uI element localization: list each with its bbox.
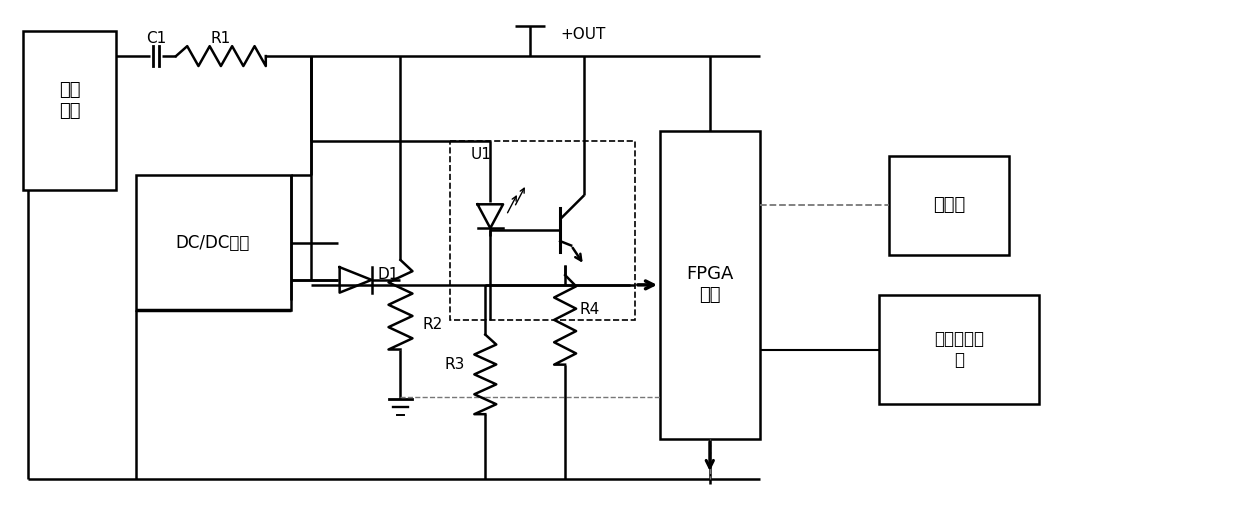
Text: D1: D1 <box>377 267 399 282</box>
Text: R1: R1 <box>211 31 231 46</box>
Text: 蓄电
池组: 蓄电 池组 <box>60 82 81 120</box>
Bar <box>889 155 1009 255</box>
Text: FPGA
模块: FPGA 模块 <box>686 266 734 304</box>
Text: 无线通讯模
块: 无线通讯模 块 <box>934 330 985 369</box>
Text: C1: C1 <box>146 31 166 46</box>
Bar <box>660 131 760 439</box>
Text: +OUT: +OUT <box>560 27 605 42</box>
Text: 报警器: 报警器 <box>934 196 966 214</box>
Bar <box>24 31 117 190</box>
Bar <box>879 295 1039 404</box>
Bar <box>136 175 290 310</box>
Text: R4: R4 <box>579 303 599 317</box>
Bar <box>450 140 635 320</box>
Text: R2: R2 <box>423 317 443 332</box>
Text: U1: U1 <box>470 147 491 162</box>
Text: R3: R3 <box>445 357 465 372</box>
Text: DC/DC模块: DC/DC模块 <box>176 233 250 252</box>
